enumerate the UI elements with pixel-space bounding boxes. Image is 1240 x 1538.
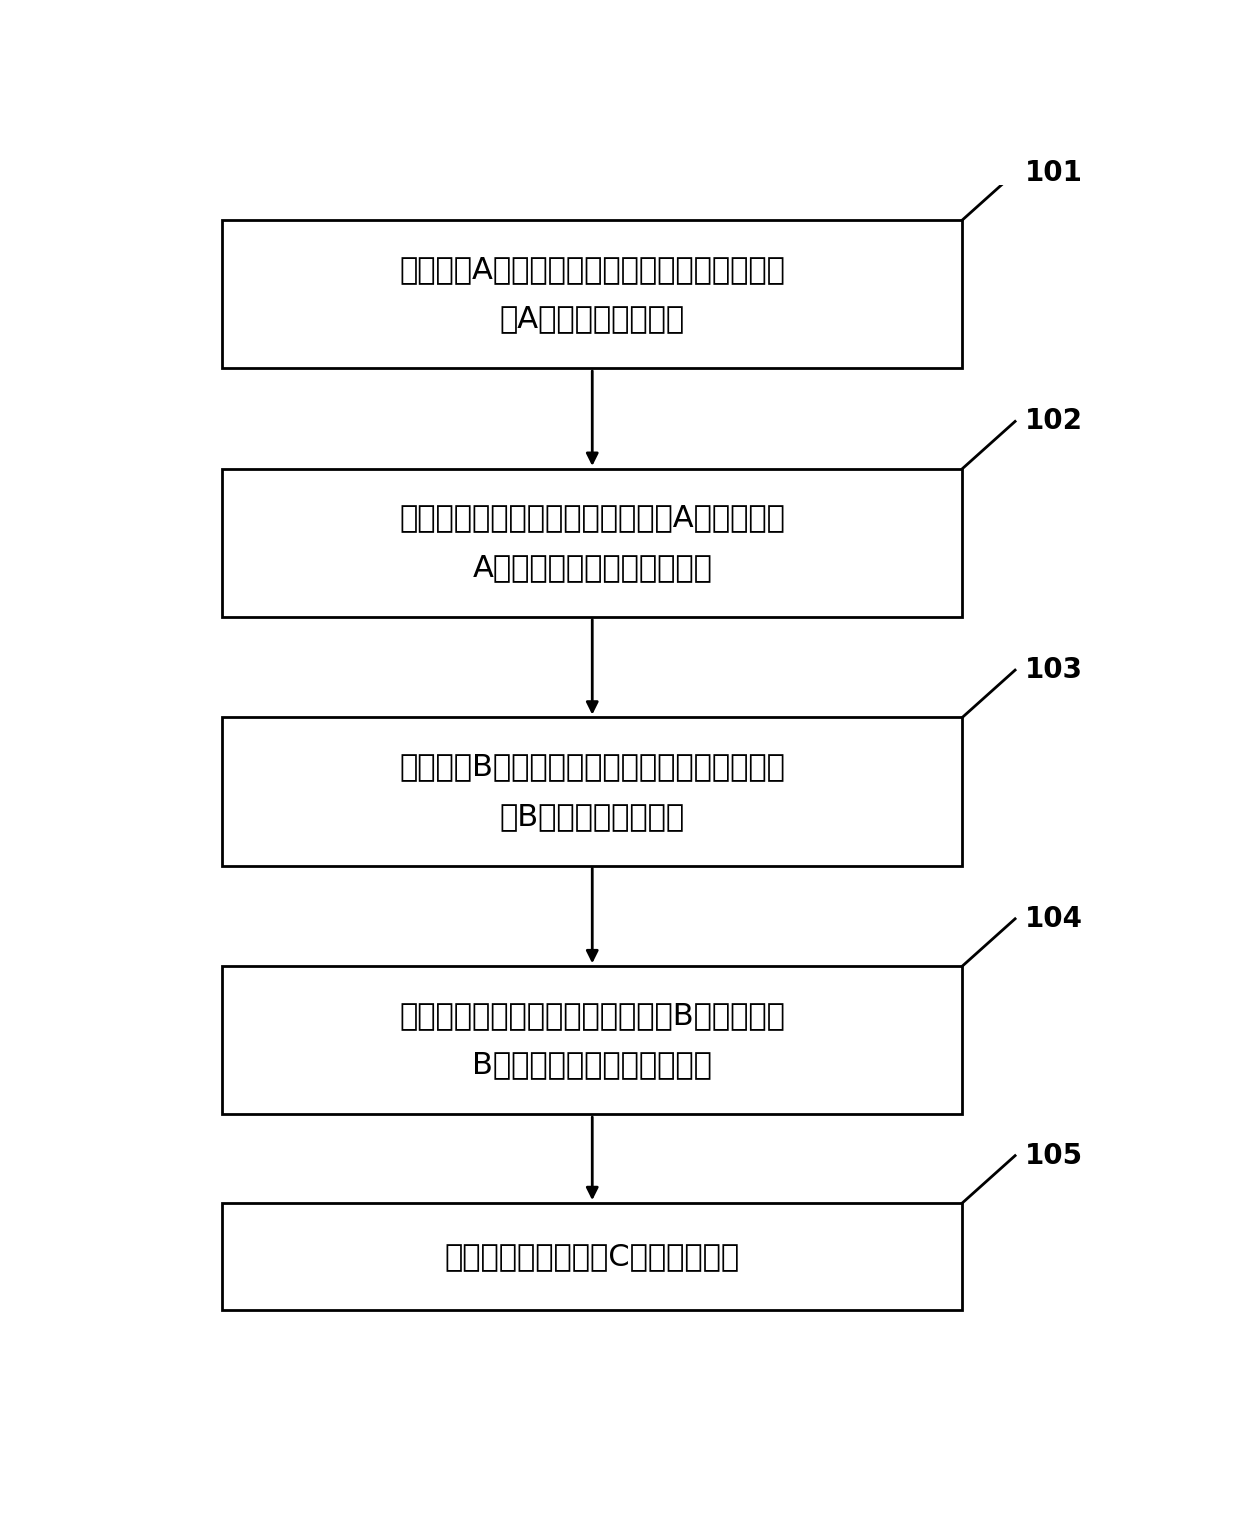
Text: 关断第一预置直流电流，对变压器A相的绕组在: 关断第一预置直流电流，对变压器A相的绕组在 bbox=[399, 503, 785, 532]
Bar bbox=[222, 220, 962, 368]
Bar bbox=[222, 1203, 962, 1310]
Text: 关断第二预置直流电流，对变压器B相的绕组在: 关断第二预置直流电流，对变压器B相的绕组在 bbox=[399, 1001, 785, 1030]
Bar bbox=[222, 717, 962, 866]
Text: B相电压最佳合闸相位处合闸: B相电压最佳合闸相位处合闸 bbox=[472, 1050, 712, 1080]
Text: 101: 101 bbox=[1024, 158, 1083, 186]
Text: 102: 102 bbox=[1024, 408, 1083, 435]
Bar bbox=[222, 469, 962, 617]
Text: 对变压器B相注入第二预置直流电流，使得变压: 对变压器B相注入第二预置直流电流，使得变压 bbox=[399, 752, 785, 781]
Text: 在预置时刻对变压器C相的绕组合闸: 在预置时刻对变压器C相的绕组合闸 bbox=[445, 1241, 740, 1270]
Text: 104: 104 bbox=[1024, 904, 1083, 934]
Bar bbox=[222, 966, 962, 1114]
Text: A相电压最佳合闸相位处合闸: A相电压最佳合闸相位处合闸 bbox=[472, 554, 712, 581]
Text: 器A相的磁通达到饱和: 器A相的磁通达到饱和 bbox=[500, 305, 684, 334]
Text: 105: 105 bbox=[1024, 1141, 1083, 1170]
Text: 器B相的磁通达到饱和: 器B相的磁通达到饱和 bbox=[500, 801, 684, 831]
Text: 103: 103 bbox=[1024, 657, 1083, 684]
Text: 对变压器A相注入第一预置直流电流，使得变压: 对变压器A相注入第一预置直流电流，使得变压 bbox=[399, 255, 785, 285]
